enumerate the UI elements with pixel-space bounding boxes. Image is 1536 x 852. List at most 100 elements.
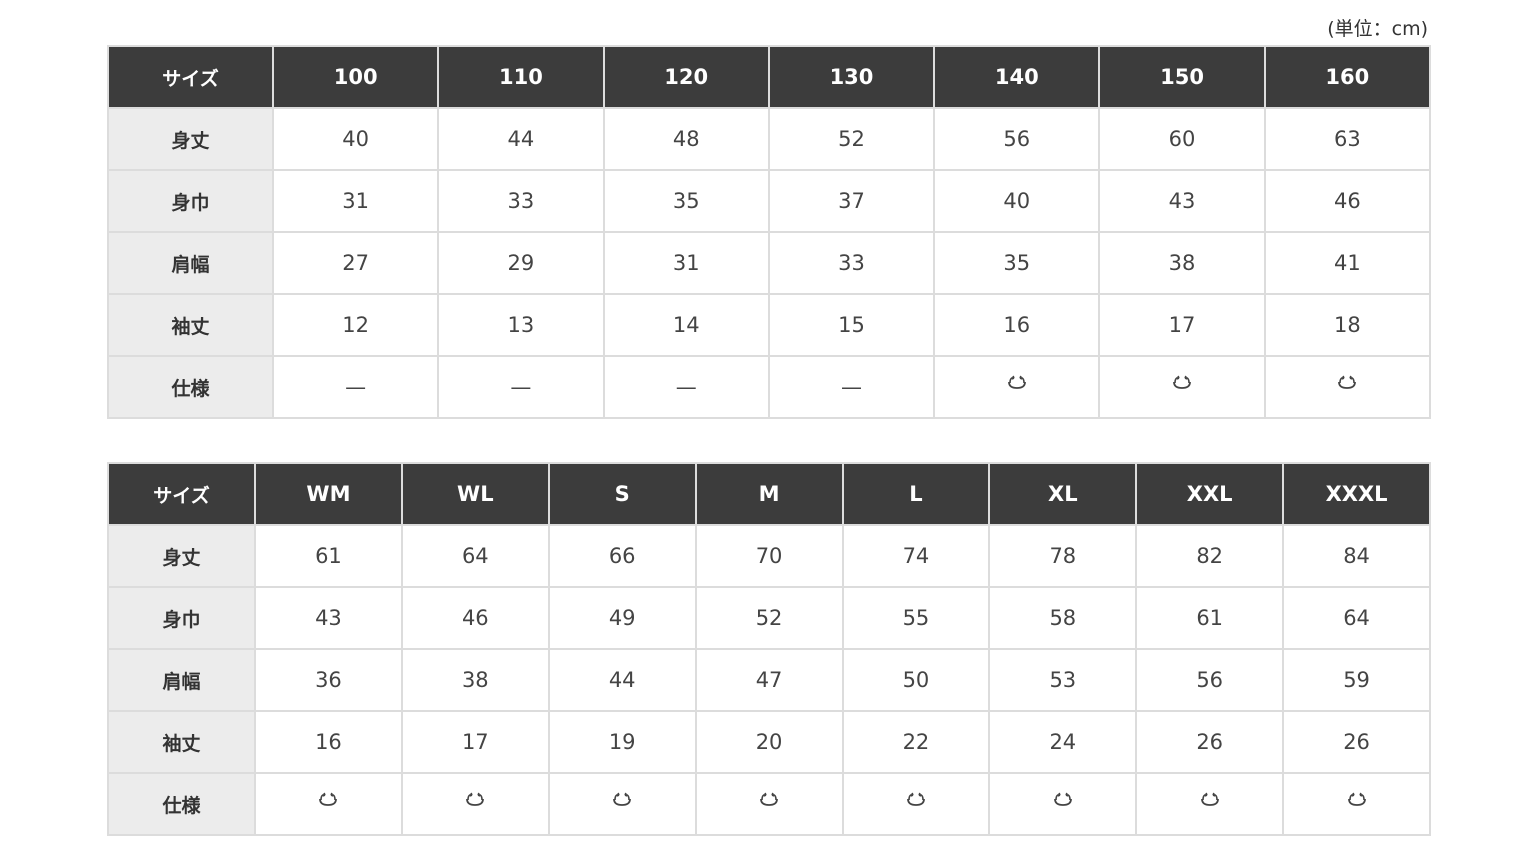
table-cell: 31 <box>602 231 770 295</box>
table-cell: 61 <box>1135 586 1285 650</box>
size-header: 140 <box>933 45 1101 109</box>
size-table-kids: サイズ 100 110 120 130 140 150 160 身丈 40 44 48 52 56 60 63… <box>107 45 1431 419</box>
table-cell: 20 <box>694 710 844 774</box>
table-cell: 84 <box>1282 524 1431 588</box>
ribbed-cuff-icon <box>547 772 697 836</box>
table-cell: 16 <box>933 293 1101 357</box>
size-header: S <box>547 462 697 526</box>
table-cell: — <box>271 355 440 419</box>
table-row: 袖丈 16 17 19 20 22 24 26 26 <box>107 710 1431 774</box>
table-row: 仕様 <box>107 772 1431 836</box>
table-cell: 37 <box>767 169 936 233</box>
ribbed-cuff-icon <box>1098 355 1266 419</box>
table-cell: 35 <box>602 169 770 233</box>
table-row: 仕様 — — — — <box>107 355 1431 419</box>
table-cell: 58 <box>988 586 1138 650</box>
table-cell: 66 <box>547 524 697 588</box>
size-header: 110 <box>437 45 605 109</box>
table-row: 身丈 40 44 48 52 56 60 63 <box>107 107 1431 171</box>
table-cell: 33 <box>437 169 605 233</box>
row-label: 仕様 <box>107 355 274 419</box>
table-cell: 26 <box>1135 710 1285 774</box>
table-cell: — <box>602 355 770 419</box>
table-cell: 74 <box>841 524 991 588</box>
table-cell: 50 <box>841 648 991 712</box>
table-cell: 29 <box>437 231 605 295</box>
table-cell: 26 <box>1282 710 1431 774</box>
size-table-adult: サイズ WM WL S M L XL XXL XXXL 身丈 61 64 66 70 74 78 82 84 身巾 4… <box>107 462 1431 836</box>
size-header: 120 <box>602 45 770 109</box>
size-header: L <box>841 462 991 526</box>
table-cell: 44 <box>547 648 697 712</box>
table-row: 身丈 61 64 66 70 74 78 82 84 <box>107 524 1431 588</box>
table-cell: 15 <box>767 293 936 357</box>
size-header: 130 <box>767 45 936 109</box>
table-cell: 33 <box>767 231 936 295</box>
row-label: 身巾 <box>107 169 274 233</box>
table-cell: — <box>767 355 936 419</box>
table-cell: 27 <box>271 231 440 295</box>
ribbed-cuff-icon <box>933 355 1101 419</box>
table-cell: 43 <box>1098 169 1266 233</box>
table-cell: 52 <box>694 586 844 650</box>
table-cell: 40 <box>933 169 1101 233</box>
table-cell: 36 <box>254 648 403 712</box>
row-label: 身丈 <box>107 524 256 588</box>
table-cell: 55 <box>841 586 991 650</box>
ribbed-cuff-icon <box>1135 772 1285 836</box>
table-cell: 61 <box>254 524 403 588</box>
table-cell: 16 <box>254 710 403 774</box>
ribbed-cuff-icon <box>694 772 844 836</box>
table-cell: 53 <box>988 648 1138 712</box>
table-cell: 64 <box>400 524 550 588</box>
table-cell: 35 <box>933 231 1101 295</box>
row-label: 袖丈 <box>107 293 274 357</box>
table-cell: — <box>437 355 605 419</box>
size-header: XL <box>988 462 1138 526</box>
table-cell: 49 <box>547 586 697 650</box>
table-cell: 17 <box>1098 293 1266 357</box>
table-cell: 17 <box>400 710 550 774</box>
table-cell: 56 <box>1135 648 1285 712</box>
table-cell: 64 <box>1282 586 1431 650</box>
ribbed-cuff-icon <box>254 772 403 836</box>
row-label: 身巾 <box>107 586 256 650</box>
ribbed-cuff-icon <box>400 772 550 836</box>
row-label: 袖丈 <box>107 710 256 774</box>
table-cell: 78 <box>988 524 1138 588</box>
table-cell: 14 <box>602 293 770 357</box>
table-cell: 38 <box>1098 231 1266 295</box>
table-cell: 43 <box>254 586 403 650</box>
ribbed-cuff-icon <box>1282 772 1431 836</box>
table-cell: 24 <box>988 710 1138 774</box>
table-cell: 40 <box>271 107 440 171</box>
table-cell: 46 <box>1263 169 1431 233</box>
size-header: WL <box>400 462 550 526</box>
table-row: 肩幅 36 38 44 47 50 53 56 59 <box>107 648 1431 712</box>
table-cell: 19 <box>547 710 697 774</box>
size-header: M <box>694 462 844 526</box>
row-label: 肩幅 <box>107 231 274 295</box>
table-cell: 52 <box>767 107 936 171</box>
table-row: 肩幅 27 29 31 33 35 38 41 <box>107 231 1431 295</box>
table-cell: 47 <box>694 648 844 712</box>
table-cell: 82 <box>1135 524 1285 588</box>
size-header: WM <box>254 462 403 526</box>
size-header-label: サイズ <box>107 45 274 109</box>
ribbed-cuff-icon <box>841 772 991 836</box>
table-row: 身巾 31 33 35 37 40 43 46 <box>107 169 1431 233</box>
ribbed-cuff-icon <box>1263 355 1431 419</box>
ribbed-cuff-icon <box>988 772 1138 836</box>
table-cell: 70 <box>694 524 844 588</box>
table-cell: 59 <box>1282 648 1431 712</box>
table-cell: 31 <box>271 169 440 233</box>
table-cell: 41 <box>1263 231 1431 295</box>
table-cell: 13 <box>437 293 605 357</box>
table-row: 袖丈 12 13 14 15 16 17 18 <box>107 293 1431 357</box>
row-label: 仕様 <box>107 772 256 836</box>
table-cell: 12 <box>271 293 440 357</box>
row-label: 肩幅 <box>107 648 256 712</box>
table-cell: 22 <box>841 710 991 774</box>
table-cell: 18 <box>1263 293 1431 357</box>
table-cell: 44 <box>437 107 605 171</box>
